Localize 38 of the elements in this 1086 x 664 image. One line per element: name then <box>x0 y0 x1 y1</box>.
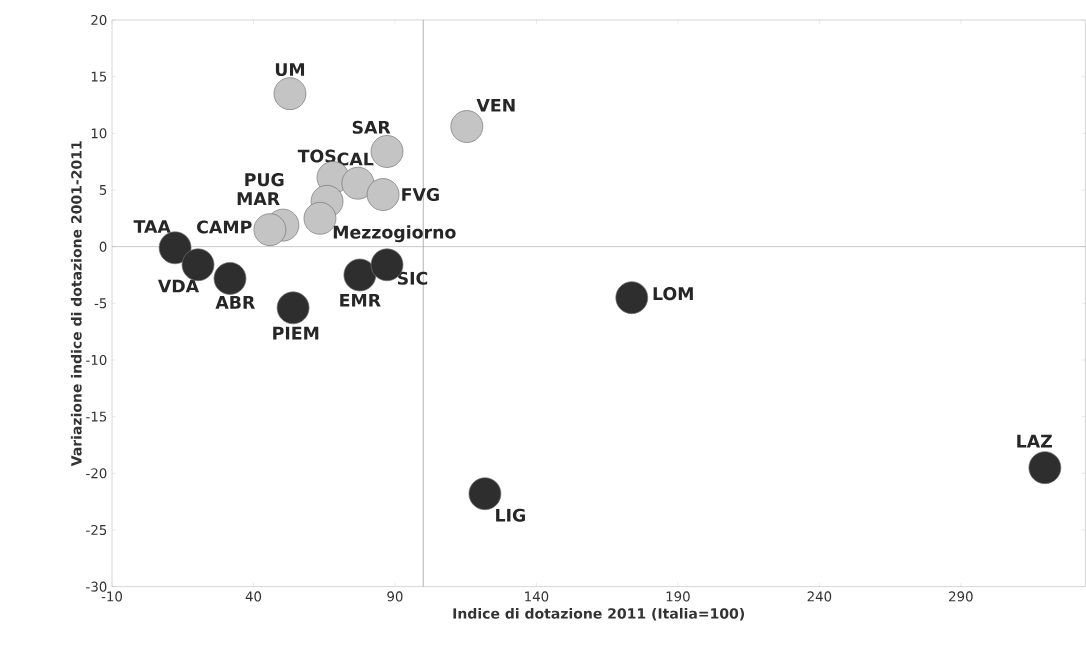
x-tick-label: 290 <box>949 591 973 602</box>
annotation: MAR <box>237 192 280 205</box>
annotation: SAR <box>352 120 391 134</box>
annotation: PIEM <box>273 326 319 340</box>
y-tick-label: 15 <box>91 71 107 82</box>
annotation: CAL <box>337 152 374 166</box>
annotation: CAMP <box>197 220 252 234</box>
y-tick-label: 20 <box>91 14 107 26</box>
y-tick-label: 0 <box>99 241 107 252</box>
annotation: PUG <box>245 173 284 187</box>
x-tick-label: 90 <box>387 591 403 602</box>
annotation: ABR <box>215 296 255 309</box>
annotation: Mezzogiorno <box>333 225 456 243</box>
x-tick-label: 40 <box>245 591 262 602</box>
annotation: LAZ <box>1017 434 1052 448</box>
y-tick-label: -10 <box>86 354 107 366</box>
annotation: TOS <box>297 149 336 163</box>
x-tick-label: 140 <box>525 591 549 602</box>
annotation: UM <box>275 63 305 77</box>
annotation: LOM <box>653 287 693 301</box>
y-tick-label: -25 <box>86 524 107 536</box>
annotation: VEN <box>476 98 515 112</box>
y-tick-label: -15 <box>86 411 107 422</box>
annotation: FVG <box>402 187 439 202</box>
y-tick-label: 10 <box>91 128 107 139</box>
y-tick-label: -30 <box>86 581 107 592</box>
y-tick-label: -5 <box>94 298 107 309</box>
annotation: SIC <box>397 271 428 285</box>
annotation: LIG <box>496 508 525 522</box>
y-tick-label: 5 <box>99 185 107 195</box>
annotation: EMR <box>340 293 381 307</box>
x-tick-label: 240 <box>807 591 832 602</box>
annotation: TAA <box>133 220 171 233</box>
y-axis-title: Variazione indice di dotazione 2001-2011 <box>70 141 82 467</box>
x-tick-label: 190 <box>666 591 690 602</box>
y-tick-label: -20 <box>86 468 107 479</box>
x-axis-title: Indice di dotazione 2011 (Italia=100) <box>453 607 745 621</box>
annotation: VDA <box>157 279 200 293</box>
